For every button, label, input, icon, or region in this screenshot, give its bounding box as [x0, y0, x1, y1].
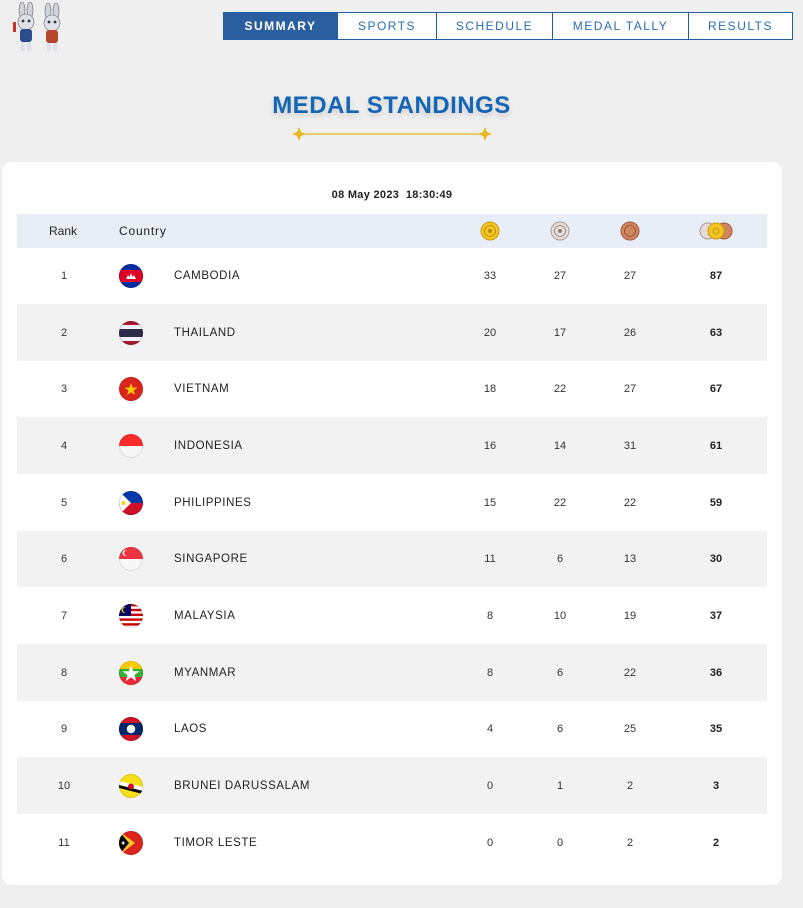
main-nav: SUMMARY SPORTS SCHEDULE MEDAL TALLY RESU… [223, 12, 793, 40]
myanmar-flag-icon [119, 660, 143, 685]
timor-leste-flag-icon [119, 830, 143, 855]
tab-schedule[interactable]: SCHEDULE [436, 12, 553, 40]
table-row[interactable]: 6 SINGAPORE 11 6 13 30 [17, 531, 767, 587]
table-row[interactable]: 10 BRUNEI DARUSSALAM 0 1 2 3 [17, 757, 767, 814]
country-name[interactable]: SINGAPORE [174, 553, 248, 565]
country-name[interactable]: LAOS [174, 723, 208, 735]
brunei-flag-icon [119, 773, 143, 798]
table-row[interactable]: 3 VIETNAM 18 22 27 67 [17, 361, 767, 417]
table-header: Rank Country [17, 214, 767, 248]
country-header: Country [119, 224, 167, 238]
country-name[interactable]: THAILAND [174, 326, 236, 339]
silver-medal-icon [550, 221, 570, 241]
country-name[interactable]: MALAYSIA [174, 609, 236, 622]
tab-summary[interactable]: SUMMARY [223, 12, 338, 40]
country-name[interactable]: BRUNEI DARUSSALAM [174, 779, 311, 792]
table-row[interactable]: 7 MALAYSIA 8 10 19 37 [17, 587, 767, 644]
page-title: MEDAL STANDINGS [272, 92, 511, 119]
gold-medal-icon [480, 221, 500, 241]
country-name[interactable]: VIETNAM [174, 383, 230, 395]
laos-flag-icon [119, 717, 143, 741]
update-timestamp: 08 May 2023 18:30:49 [331, 189, 453, 201]
table-row[interactable]: 1 CAMBODIA 33 27 27 87 [17, 248, 767, 304]
thailand-flag-icon [119, 320, 143, 345]
country-name[interactable]: TIMOR LESTE [174, 836, 258, 849]
bronze-medal-icon [620, 221, 640, 241]
medal-standings-card: 08 May 2023 18:30:49 Rank Country 1 CAMBO… [2, 162, 782, 885]
country-name[interactable]: CAMBODIA [174, 270, 241, 282]
singapore-flag-icon [119, 547, 143, 571]
title-ornament [292, 126, 492, 142]
country-name[interactable]: INDONESIA [174, 439, 243, 452]
table-row[interactable]: 4 INDONESIA 16 14 31 61 [17, 417, 767, 474]
table-row[interactable]: 11 TIMOR LESTE 0 0 2 2 [17, 814, 767, 871]
tab-sports[interactable]: SPORTS [337, 12, 437, 40]
malaysia-flag-icon [119, 603, 143, 628]
country-name[interactable]: PHILIPPINES [174, 496, 252, 509]
rank-header: Rank [49, 224, 78, 238]
mascot-logo[interactable] [8, 1, 70, 54]
tab-results[interactable]: RESULTS [688, 12, 793, 40]
tab-medal-tally[interactable]: MEDAL TALLY [552, 12, 689, 40]
standings-table-body: 1 CAMBODIA 33 27 27 87 2 THAILAND 20 17 26 63 3 VIETN… [17, 248, 767, 871]
vietnam-flag-icon [119, 377, 143, 401]
cambodia-flag-icon [119, 264, 143, 288]
table-row[interactable]: 5 PHILIPPINES 15 22 22 59 [17, 474, 767, 531]
philippines-flag-icon [119, 490, 143, 515]
table-row[interactable]: 2 THAILAND 20 17 26 63 [17, 304, 767, 361]
table-row[interactable]: 8 MYANMAR 8 6 22 36 [17, 644, 767, 701]
country-name[interactable]: MYANMAR [174, 666, 237, 679]
total-medals-icon [699, 222, 733, 240]
table-row[interactable]: 9 LAOS 4 6 25 35 [17, 701, 767, 757]
indonesia-flag-icon [119, 433, 143, 458]
